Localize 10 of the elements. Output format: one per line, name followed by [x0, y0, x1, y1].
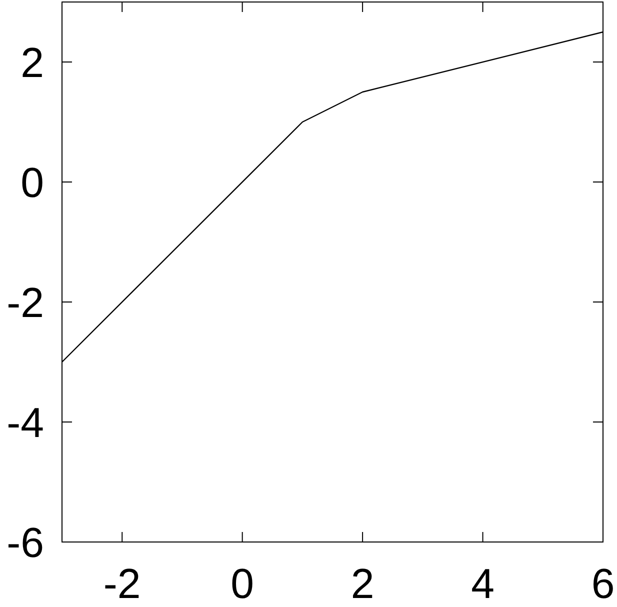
y-tick-label: -2	[6, 279, 44, 326]
x-tick-label: 6	[591, 560, 615, 607]
y-tick-label: 0	[20, 159, 44, 206]
x-tick-label: 4	[471, 560, 494, 607]
y-tick-label: -4	[6, 399, 44, 446]
y-tick-label: -6	[6, 519, 44, 566]
y-tick-label: 2	[20, 39, 44, 86]
x-tick-label: 2	[350, 560, 374, 607]
x-tick-label: 0	[230, 560, 254, 607]
x-tick-label: -2	[103, 560, 141, 607]
